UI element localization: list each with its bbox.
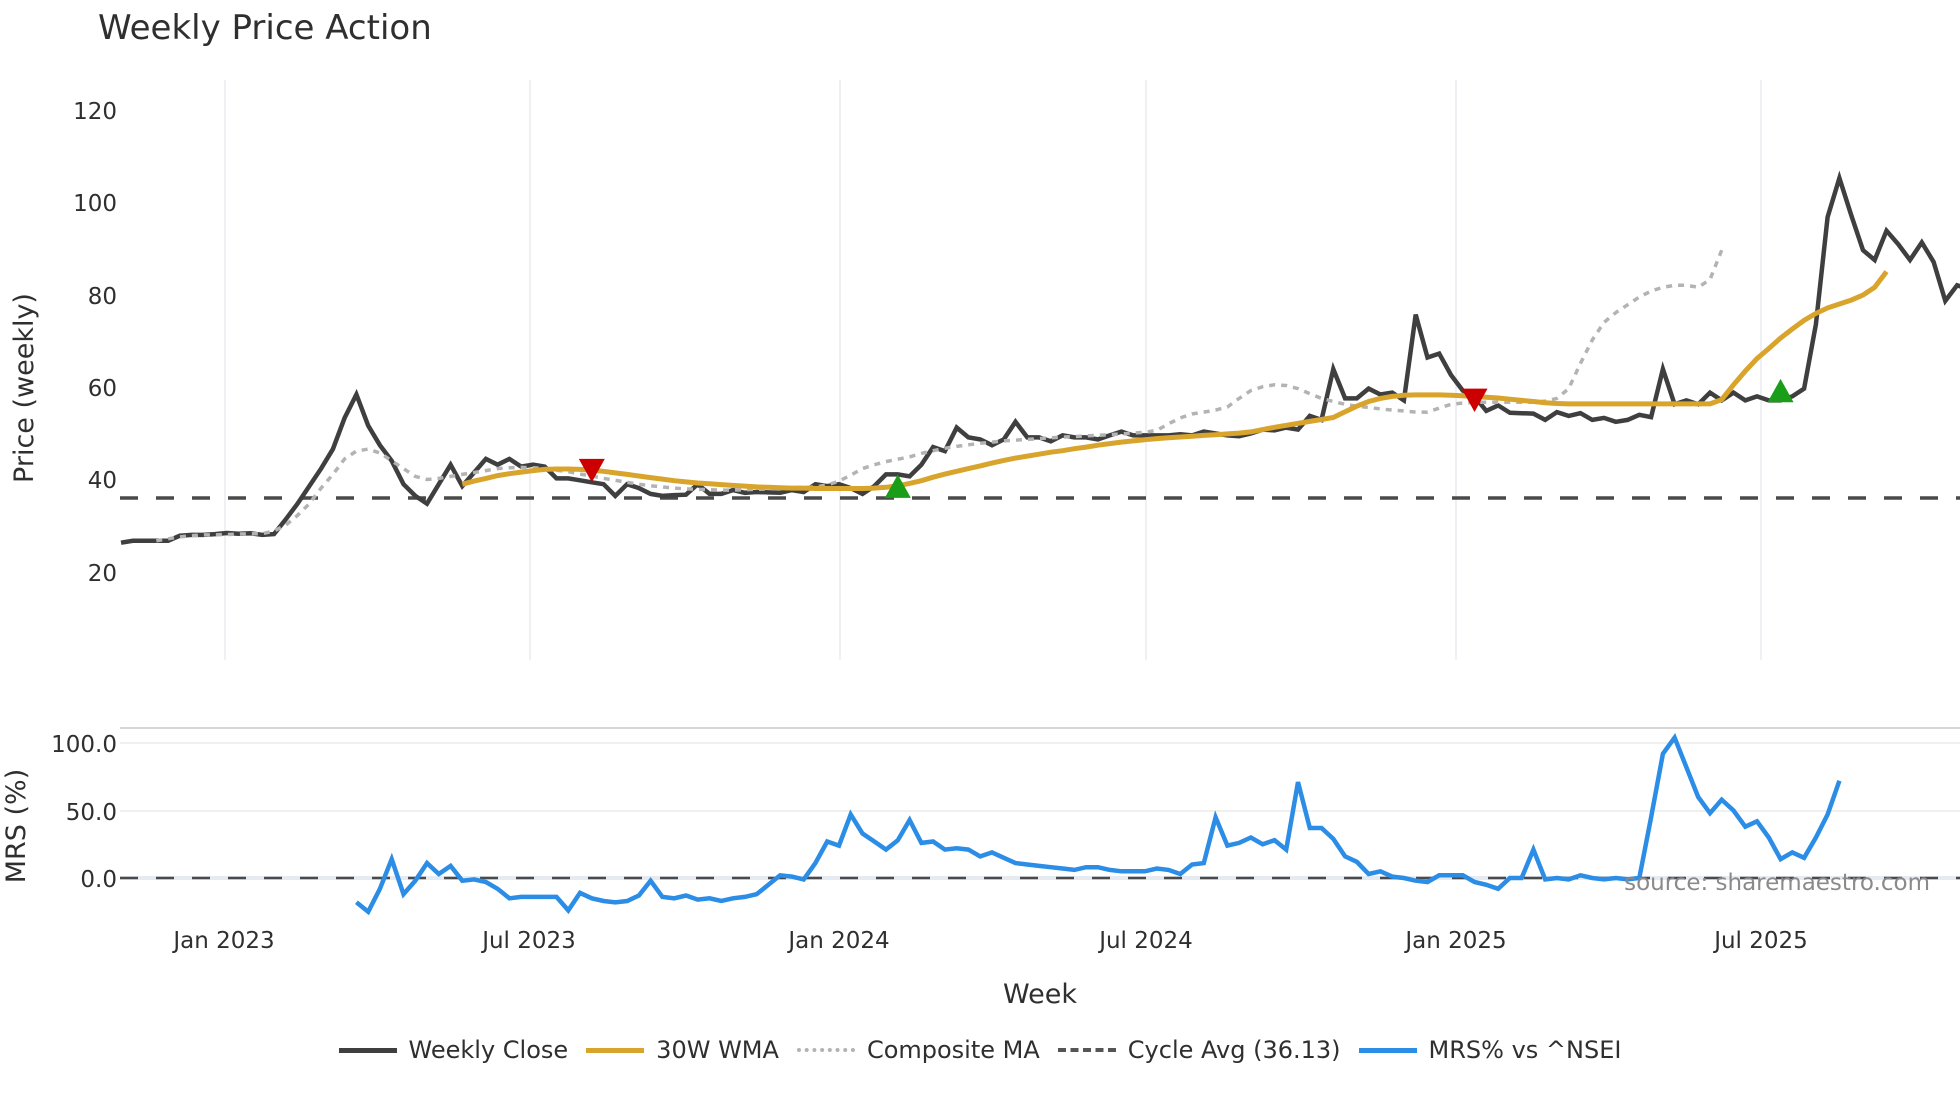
x-axis-title: Week xyxy=(1003,979,1077,1010)
mrs-tick-100: 100.0 xyxy=(51,732,117,758)
legend-label: MRS% vs ^NSEI xyxy=(1428,1036,1622,1064)
price-tick-20: 20 xyxy=(88,561,117,587)
price-tick-40: 40 xyxy=(88,468,117,494)
weekly-close-line xyxy=(120,170,1960,545)
price-y-axis-title: Price (weekly) xyxy=(9,293,40,483)
legend-item-composite-ma[interactable]: Composite MA xyxy=(796,1036,1040,1064)
mrs-y-axis-title: MRS (%) xyxy=(1,769,32,884)
buy-signal-triangle-up-icon xyxy=(884,474,911,498)
price-y-ticks: 120 100 80 60 40 20 xyxy=(73,99,117,587)
mrs-line xyxy=(354,732,1842,916)
price-tick-60: 60 xyxy=(88,376,117,402)
legend-item-mrs[interactable]: MRS% vs ^NSEI xyxy=(1358,1036,1622,1064)
legend-item-weekly-close[interactable]: Weekly Close xyxy=(338,1036,569,1064)
legend-item-30w-wma[interactable]: 30W WMA xyxy=(586,1036,779,1064)
legend-label: Composite MA xyxy=(866,1036,1040,1064)
x-tick-jul-2024: Jul 2024 xyxy=(1097,928,1193,954)
legend-label: Cycle Avg (36.13) xyxy=(1127,1036,1341,1064)
dotted-line-icon xyxy=(796,1048,855,1052)
legend: Weekly Close 30W WMA Composite MA Cycle … xyxy=(0,1036,1960,1064)
sell-signal-triangle-down-icon xyxy=(578,458,605,483)
mrs-y-ticks: 100.0 50.0 0.0 xyxy=(51,732,117,893)
x-tick-jan-2023: Jan 2023 xyxy=(171,928,274,954)
x-tick-jul-2023: Jul 2023 xyxy=(480,928,576,954)
x-axis-ticks: Jan 2023 Jul 2023 Jan 2024 Jul 2024 Jan … xyxy=(171,928,1807,954)
signal-markers xyxy=(578,378,1794,498)
mrs-tick-50: 50.0 xyxy=(66,800,117,826)
price-tick-120: 120 xyxy=(73,99,117,125)
price-gridlines xyxy=(224,80,1762,660)
sell-signal-triangle-down-icon xyxy=(1461,388,1488,413)
dashed-line-icon xyxy=(1057,1048,1116,1052)
wma-30w-line xyxy=(461,270,1889,491)
chart-title: Weekly Price Action xyxy=(98,8,432,48)
buy-signal-triangle-up-icon xyxy=(1767,378,1794,403)
solid-line-icon xyxy=(586,1047,645,1053)
solid-line-icon xyxy=(338,1047,397,1053)
x-tick-jan-2025: Jan 2025 xyxy=(1403,928,1506,954)
price-tick-80: 80 xyxy=(88,284,117,310)
source-annotation: source: sharemaestro.com xyxy=(1624,870,1930,896)
composite-ma-line xyxy=(156,249,1724,543)
price-tick-100: 100 xyxy=(73,191,117,217)
x-tick-jul-2025: Jul 2025 xyxy=(1712,928,1808,954)
legend-item-cycle-avg[interactable]: Cycle Avg (36.13) xyxy=(1057,1036,1341,1064)
legend-label: 30W WMA xyxy=(656,1036,779,1064)
mrs-tick-0: 0.0 xyxy=(80,867,117,893)
legend-label: Weekly Close xyxy=(408,1036,569,1064)
solid-line-icon xyxy=(1358,1047,1417,1053)
x-tick-jan-2024: Jan 2024 xyxy=(786,928,889,954)
